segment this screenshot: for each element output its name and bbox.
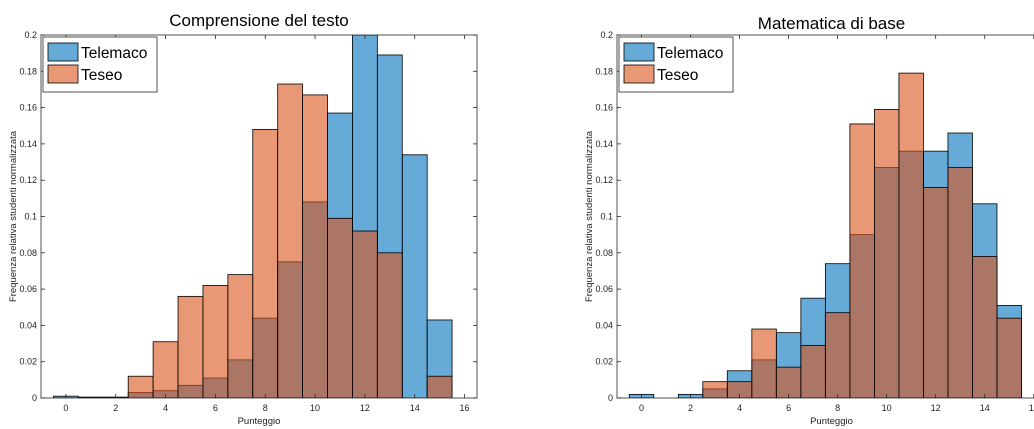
- y-tick-label: 0.02: [19, 357, 37, 367]
- chart-2: 0 2 4 6 8 10 12 14 16 0 0.02 0.04 0.06 0.08 0.1 0.12 0.1…: [584, 14, 1034, 427]
- y-tick-label: 0.04: [595, 320, 613, 330]
- y-tick-label: 0.04: [19, 320, 37, 330]
- y-tick-label: 0.12: [19, 175, 37, 185]
- bar-teseo-12: [923, 187, 949, 398]
- y-axis-label: Frequenza relativa studenti normalizzata: [584, 130, 595, 302]
- y-tick-label: 0.18: [19, 66, 37, 76]
- x-tick-label: 14: [410, 403, 420, 413]
- legend-label-telemaco: Telemaco: [657, 45, 723, 62]
- y-tick-label: 0.2: [24, 30, 37, 40]
- bar-teseo-15: [426, 375, 453, 398]
- bars: [53, 35, 453, 398]
- x-tick-label: 8: [835, 403, 840, 413]
- bar-teseo-12: [352, 230, 378, 398]
- y-tick-label: 0.1: [600, 212, 613, 222]
- x-tick-label: 6: [786, 403, 791, 413]
- bar-teseo-11: [898, 72, 924, 398]
- x-tick-label: 16: [1029, 403, 1034, 413]
- bar-teseo-6: [775, 366, 802, 398]
- y-tick-label: 0.12: [595, 175, 613, 185]
- y-tick-label: 0: [608, 393, 613, 403]
- x-tick-label: 2: [688, 403, 693, 413]
- bar-teseo-15: [996, 317, 1022, 398]
- x-tick-label: 12: [931, 403, 941, 413]
- y-tick-label: 0.14: [595, 139, 613, 149]
- legend-label-teseo: Teseo: [657, 67, 698, 84]
- y-tick-label: 0.06: [595, 284, 613, 294]
- x-tick-label: 16: [460, 403, 470, 413]
- bar-teseo-13: [947, 167, 973, 398]
- chart-title: Comprensione del testo: [169, 11, 349, 30]
- x-tick-label: 12: [360, 403, 370, 413]
- y-tick-label: 0.18: [595, 66, 613, 76]
- bar-telemaco-14: [401, 154, 428, 398]
- bar-teseo-5: [751, 328, 777, 398]
- y-tick-label: 0.14: [19, 139, 37, 149]
- x-axis-label: Punteggio: [810, 416, 853, 427]
- bar-teseo-9: [277, 83, 304, 398]
- y-tick-label: 0.16: [595, 103, 613, 113]
- bars: [628, 72, 1022, 398]
- y-axis-label: Frequenza relativa studenti normalizzata: [8, 130, 19, 302]
- bar-teseo-5: [177, 295, 204, 398]
- y-tick-label: 0: [32, 393, 37, 403]
- bar-teseo-8: [824, 312, 851, 398]
- chart-1: 0 2 4 6 8 10 12 14 16 0 0.02 0.04 0.06 0.08 0.1 0.12 0.1…: [8, 11, 478, 427]
- legend-label-telemaco: Telemaco: [81, 45, 147, 62]
- y-tick-label: 0.02: [595, 357, 613, 367]
- x-tick-label: 4: [737, 403, 742, 413]
- y-tick-label: 0.16: [19, 103, 37, 113]
- bar-teseo-7: [227, 274, 254, 398]
- x-tick-label: 6: [213, 403, 218, 413]
- bar-teseo-7: [800, 344, 826, 398]
- x-axis-label: Punteggio: [238, 416, 281, 427]
- bar-teseo-13: [376, 252, 403, 398]
- x-tick-label: 10: [310, 403, 320, 413]
- legend-swatch-telemaco: [623, 42, 655, 62]
- x-tick-label: 8: [263, 403, 268, 413]
- legend-swatch-teseo: [47, 64, 79, 84]
- y-tick-label: 0.08: [19, 248, 37, 258]
- x-tick-label: 10: [882, 403, 892, 413]
- legend: Telemaco Teseo: [42, 36, 158, 93]
- x-tick-label: 14: [980, 403, 990, 413]
- y-tick-label: 0.2: [600, 30, 613, 40]
- bar-teseo-14: [972, 256, 998, 398]
- bar-teseo-3: [127, 375, 154, 398]
- bar-teseo-3: [702, 381, 728, 398]
- bar-teseo-11: [327, 217, 353, 398]
- bar-teseo-10: [874, 109, 900, 398]
- x-tick-label: 4: [163, 403, 168, 413]
- bar-teseo-4: [152, 341, 179, 398]
- y-tick-label: 0.08: [595, 248, 613, 258]
- legend-label-teseo: Teseo: [81, 67, 122, 84]
- chart-title: Matematica di base: [758, 14, 905, 33]
- legend: Telemaco Teseo: [618, 36, 734, 93]
- bar-teseo-6: [202, 285, 229, 398]
- bar-teseo-10: [302, 94, 328, 398]
- x-tick-label: 0: [639, 403, 644, 413]
- y-tick-label: 0.1: [24, 212, 37, 222]
- bar-teseo-9: [849, 123, 875, 398]
- legend-swatch-teseo: [623, 64, 655, 84]
- legend-swatch-telemaco: [47, 42, 79, 62]
- y-tick-label: 0.06: [19, 284, 37, 294]
- bar-teseo-8: [252, 128, 279, 398]
- x-tick-label: 0: [63, 403, 68, 413]
- x-tick-label: 2: [113, 403, 118, 413]
